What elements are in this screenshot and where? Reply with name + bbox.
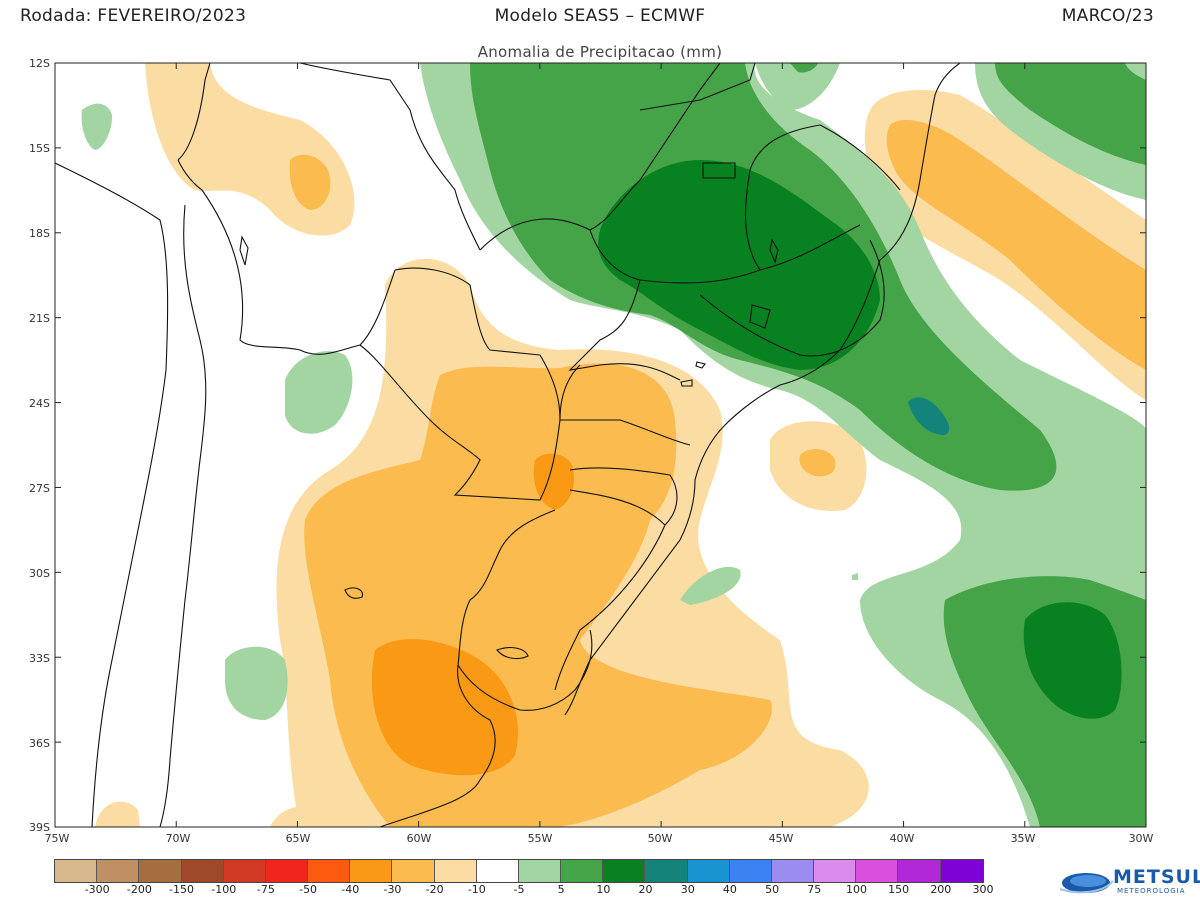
legend-label: -5: [513, 883, 525, 896]
legend-color-swatch: [476, 860, 519, 882]
lon-label: 50W: [647, 832, 673, 845]
lon-label: 60W: [406, 832, 432, 845]
legend-label: -75: [256, 883, 275, 896]
lat-label: 27S: [29, 482, 50, 495]
legend-label: -40: [341, 883, 360, 896]
lat-label: 33S: [29, 652, 50, 665]
country-borders: [55, 63, 961, 827]
lon-label: 35W: [1010, 832, 1036, 845]
lon-label: 45W: [768, 832, 794, 845]
lat-label: 21S: [29, 312, 50, 325]
legend-label: -20: [425, 883, 444, 896]
legend-color-swatch: [350, 860, 393, 882]
lat-label: 24S: [29, 397, 50, 410]
legend-label: 20: [638, 883, 653, 896]
legend-label: 300: [972, 883, 994, 896]
legend-color-swatch: [898, 860, 941, 882]
lat-label: 15S: [29, 142, 50, 155]
legend-color-swatch: [729, 860, 772, 882]
lon-label: 70W: [165, 832, 191, 845]
lat-label: 12S: [29, 57, 50, 70]
legend-label: -30: [383, 883, 402, 896]
legend-label: -300: [84, 883, 110, 896]
forecast-month: MARCO/23: [1061, 6, 1154, 26]
legend-label: 30: [680, 883, 695, 896]
axis-ticks: [54, 62, 1147, 828]
lat-label: 36S: [29, 737, 50, 750]
legend-color-swatch: [308, 860, 351, 882]
map-subtitle: Anomalia de Precipitacao (mm): [477, 43, 723, 61]
legend-color-swatch: [518, 860, 562, 882]
legend-color-swatch: [139, 860, 182, 882]
lat-label: 39S: [29, 821, 50, 834]
legend-color-swatch: [223, 860, 266, 882]
legend-color-swatch: [392, 860, 435, 882]
legend-color-swatch: [856, 860, 899, 882]
legend-label: 10: [596, 883, 611, 896]
metsul-logo: METSUL: [1113, 866, 1200, 888]
legend-label: 75: [807, 883, 822, 896]
legend-label: 40: [722, 883, 737, 896]
legend-color-swatch: [771, 860, 815, 882]
legend-label: -50: [299, 883, 318, 896]
legend-color-swatch: [603, 860, 646, 882]
metsul-tagline: METEOROLOGIA: [1117, 887, 1186, 895]
model-title: Modelo SEAS5 – ECMWF: [494, 6, 706, 26]
legend-label: -10: [467, 883, 486, 896]
legend-label: -200: [126, 883, 152, 896]
legend-label: 100: [845, 883, 867, 896]
legend-color-swatch: [181, 860, 224, 882]
legend-color-swatch: [645, 860, 688, 882]
legend-color-swatch: [561, 860, 604, 882]
globe-swoosh-icon: [1059, 873, 1114, 894]
lat-label: 18S: [29, 227, 50, 240]
lon-label: 40W: [889, 832, 915, 845]
legend-color-swatch: [55, 860, 98, 882]
legend-label: 50: [765, 883, 780, 896]
legend-label: -150: [169, 883, 195, 896]
lon-label: 65W: [285, 832, 311, 845]
legend-label: -100: [211, 883, 237, 896]
run-date: Rodada: FEVEREIRO/2023: [20, 6, 247, 26]
legend-label: 5: [557, 883, 565, 896]
legend-label: 150: [888, 883, 910, 896]
legend-color-swatch: [97, 860, 140, 882]
legend-label: 200: [930, 883, 952, 896]
lon-label: 75W: [44, 832, 70, 845]
legend-color-swatch: [940, 860, 983, 882]
legend-color-swatch: [687, 860, 730, 882]
legend-color-swatch: [814, 860, 857, 882]
legend-color-swatch: [265, 860, 309, 882]
legend-color-swatch: [434, 860, 477, 882]
lat-label: 30S: [29, 567, 50, 580]
color-scale-legend: [54, 859, 984, 883]
lon-label: 55W: [527, 832, 553, 845]
negative-anomaly-regions: [95, 63, 1146, 827]
lon-label: 30W: [1128, 832, 1154, 845]
